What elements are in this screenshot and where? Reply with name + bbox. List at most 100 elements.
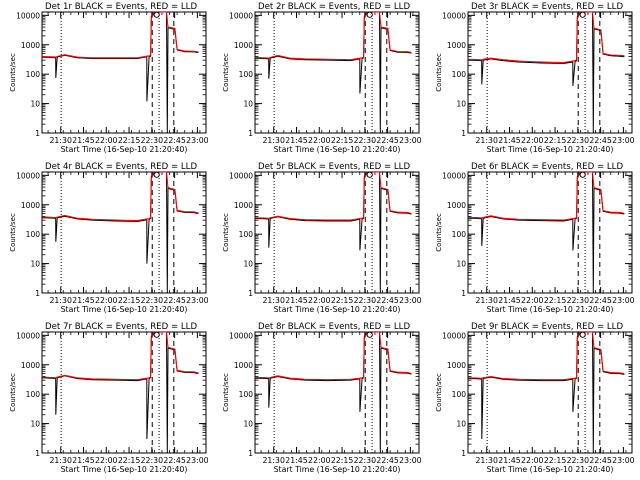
lld-series-line bbox=[42, 332, 199, 381]
panel-title: Det 1r BLACK = Events, RED = LLD bbox=[45, 2, 197, 12]
y-tick-label: 10000 bbox=[442, 171, 466, 180]
x-axis-title: Start Time (16-Sep-10 21:20:40) bbox=[274, 465, 401, 474]
plot-frame bbox=[467, 331, 633, 454]
plot-frame bbox=[467, 171, 633, 294]
lld-series-line bbox=[468, 332, 625, 381]
y-axis-title: Counts/sec bbox=[222, 213, 230, 252]
lld-series-line bbox=[468, 172, 625, 221]
plot-area bbox=[255, 172, 412, 293]
y-tick-label: 10000 bbox=[229, 11, 253, 20]
y-tick-label: 10 bbox=[30, 260, 40, 269]
y-tick-label: 1 bbox=[248, 289, 253, 298]
x-tick-label: 22:30 bbox=[141, 136, 164, 145]
x-tick-label: 22:15 bbox=[544, 456, 567, 465]
events-series-line bbox=[255, 332, 412, 453]
y-tick-label: 10 bbox=[243, 260, 253, 269]
x-axis-title: Start Time (16-Sep-10 21:20:40) bbox=[487, 305, 614, 314]
x-tick-label: 23:00 bbox=[612, 456, 635, 465]
x-tick-label: 22:15 bbox=[118, 136, 141, 145]
panel-title: Det 9r BLACK = Events, RED = LLD bbox=[471, 322, 623, 332]
x-tick-label: 21:45 bbox=[72, 136, 95, 145]
x-tick-label: 22:30 bbox=[567, 456, 590, 465]
plot-area bbox=[468, 12, 625, 133]
y-axis-title: Counts/sec bbox=[435, 373, 443, 412]
plot-frame bbox=[254, 11, 420, 134]
events-series-line bbox=[42, 12, 199, 133]
y-tick-label: 10000 bbox=[229, 331, 253, 340]
y-tick-label: 10000 bbox=[229, 171, 253, 180]
x-tick-label: 21:30 bbox=[262, 456, 285, 465]
x-tick-label: 22:45 bbox=[163, 456, 186, 465]
x-tick-label: 23:00 bbox=[186, 136, 209, 145]
detector-panel-4: Det 4r BLACK = Events, RED = LLD 1 10 100 10… bbox=[9, 162, 209, 314]
y-tick-label: 1000 bbox=[447, 201, 466, 210]
y-tick-label: 1 bbox=[248, 129, 253, 138]
y-tick-label: 10 bbox=[243, 420, 253, 429]
detector-panel-1: Det 1r BLACK = Events, RED = LLD 1 10 100 10… bbox=[9, 2, 209, 154]
x-tick-label: 21:45 bbox=[285, 296, 308, 305]
x-tick-label: 23:00 bbox=[399, 136, 422, 145]
events-series-line bbox=[468, 332, 625, 453]
saa-marker bbox=[153, 12, 160, 18]
y-tick-label: 10 bbox=[456, 420, 466, 429]
x-tick-label: 22:30 bbox=[567, 136, 590, 145]
saa-marker bbox=[153, 332, 160, 338]
x-tick-label: 21:45 bbox=[285, 456, 308, 465]
x-tick-label: 22:15 bbox=[544, 136, 567, 145]
events-series-line bbox=[255, 12, 412, 133]
y-tick-label: 10 bbox=[30, 420, 40, 429]
x-tick-label: 22:15 bbox=[331, 296, 354, 305]
events-series-line bbox=[42, 332, 199, 453]
y-axis-title: Counts/sec bbox=[435, 213, 443, 252]
y-tick-label: 10000 bbox=[16, 331, 40, 340]
y-tick-label: 10000 bbox=[442, 331, 466, 340]
x-tick-label: 21:30 bbox=[475, 296, 498, 305]
x-tick-label: 22:00 bbox=[308, 296, 331, 305]
plot-area bbox=[42, 332, 199, 453]
x-tick-label: 22:15 bbox=[118, 456, 141, 465]
y-axis-title: Counts/sec bbox=[9, 213, 17, 252]
x-axis-title: Start Time (16-Sep-10 21:20:40) bbox=[61, 145, 188, 154]
panel-title: Det 8r BLACK = Events, RED = LLD bbox=[258, 322, 410, 332]
y-tick-label: 1000 bbox=[234, 41, 253, 50]
plot-frame bbox=[254, 331, 420, 454]
panel-title: Det 5r BLACK = Events, RED = LLD bbox=[258, 162, 410, 172]
plot-area bbox=[42, 172, 199, 293]
y-tick-label: 1 bbox=[461, 449, 466, 458]
x-tick-label: 21:45 bbox=[72, 296, 95, 305]
x-tick-label: 22:45 bbox=[589, 456, 612, 465]
saa-marker bbox=[366, 12, 373, 18]
x-tick-label: 22:00 bbox=[521, 136, 544, 145]
y-tick-label: 10000 bbox=[442, 11, 466, 20]
x-axis-title: Start Time (16-Sep-10 21:20:40) bbox=[487, 145, 614, 154]
x-tick-label: 22:00 bbox=[308, 136, 331, 145]
x-tick-label: 22:30 bbox=[141, 296, 164, 305]
y-tick-label: 100 bbox=[239, 70, 254, 79]
x-axis-title: Start Time (16-Sep-10 21:20:40) bbox=[487, 465, 614, 474]
y-tick-label: 1000 bbox=[21, 41, 40, 50]
y-tick-label: 10 bbox=[30, 100, 40, 109]
y-axis-title: Counts/sec bbox=[9, 53, 17, 92]
y-axis-title: Counts/sec bbox=[9, 373, 17, 412]
x-tick-label: 22:15 bbox=[118, 296, 141, 305]
x-tick-label: 22:00 bbox=[95, 296, 118, 305]
y-tick-label: 1 bbox=[461, 289, 466, 298]
panel-title: Det 4r BLACK = Events, RED = LLD bbox=[45, 162, 197, 172]
y-tick-label: 1 bbox=[35, 129, 40, 138]
x-tick-label: 22:30 bbox=[141, 456, 164, 465]
saa-marker bbox=[579, 332, 586, 338]
detector-panel-5: Det 5r BLACK = Events, RED = LLD 1 10 100 10… bbox=[222, 162, 422, 314]
x-tick-label: 22:15 bbox=[331, 456, 354, 465]
panel-title: Det 3r BLACK = Events, RED = LLD bbox=[471, 2, 623, 12]
y-tick-label: 1000 bbox=[447, 41, 466, 50]
y-tick-label: 100 bbox=[26, 70, 41, 79]
x-tick-label: 21:30 bbox=[49, 456, 72, 465]
x-tick-label: 21:30 bbox=[262, 296, 285, 305]
lld-series-line bbox=[255, 172, 412, 221]
y-tick-label: 1000 bbox=[21, 361, 40, 370]
y-axis-title: Counts/sec bbox=[222, 373, 230, 412]
plot-area bbox=[42, 12, 199, 133]
x-tick-label: 21:45 bbox=[498, 296, 521, 305]
detector-panel-6: Det 6r BLACK = Events, RED = LLD 1 10 100 10… bbox=[435, 162, 635, 314]
events-series-line bbox=[255, 172, 412, 293]
